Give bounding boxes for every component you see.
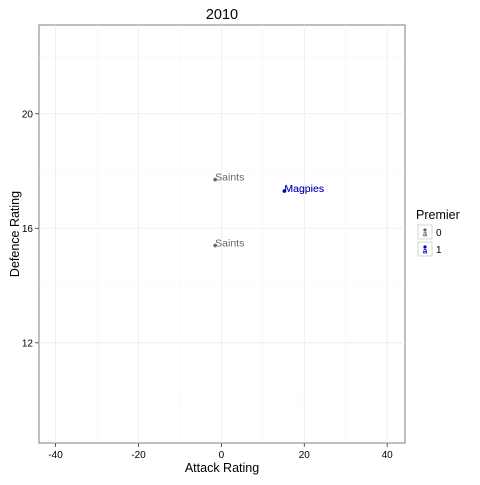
x-tick-label: -40 [48,450,63,461]
data-point-label: Magpies [284,183,324,195]
x-tick-label: -20 [131,450,146,461]
y-axis-label: Defence Rating [8,191,22,277]
legend-key-glyph: a [423,247,428,256]
chart-title: 2010 [206,7,238,23]
x-tick-label: 0 [219,450,225,461]
legend-key-point [423,245,427,249]
legend-entry-label: 0 [436,228,442,239]
x-tick-label: 20 [299,450,311,461]
data-point [213,243,217,248]
data-point-label: Magpies [284,183,324,195]
legend-key-box [417,224,433,240]
data-point [213,177,217,182]
x-tick-label: 40 [382,450,394,461]
y-tick-label: 12 [22,338,34,349]
data-point [282,189,287,193]
x-axis-label: Attack Rating [185,461,259,475]
y-tick-label: 16 [22,224,34,235]
data-point-label: Saints [215,172,244,184]
legend-entry-label: 1 [436,245,442,256]
legend-key-point [423,228,427,232]
legend-items: a 0a 1 [417,224,442,257]
grid-lines [39,25,405,443]
axes: -40 -20 0 20 40 12 16 20 [22,109,393,461]
y-tick-label: 20 [22,109,34,120]
legend: Premier a 0a 1 [416,208,460,257]
legend-title: Premier [416,208,460,222]
legend-key-box [417,241,433,257]
plot-panel [38,24,406,444]
legend-key-glyph: a [423,230,428,239]
data-point-label: Saints [215,237,244,249]
